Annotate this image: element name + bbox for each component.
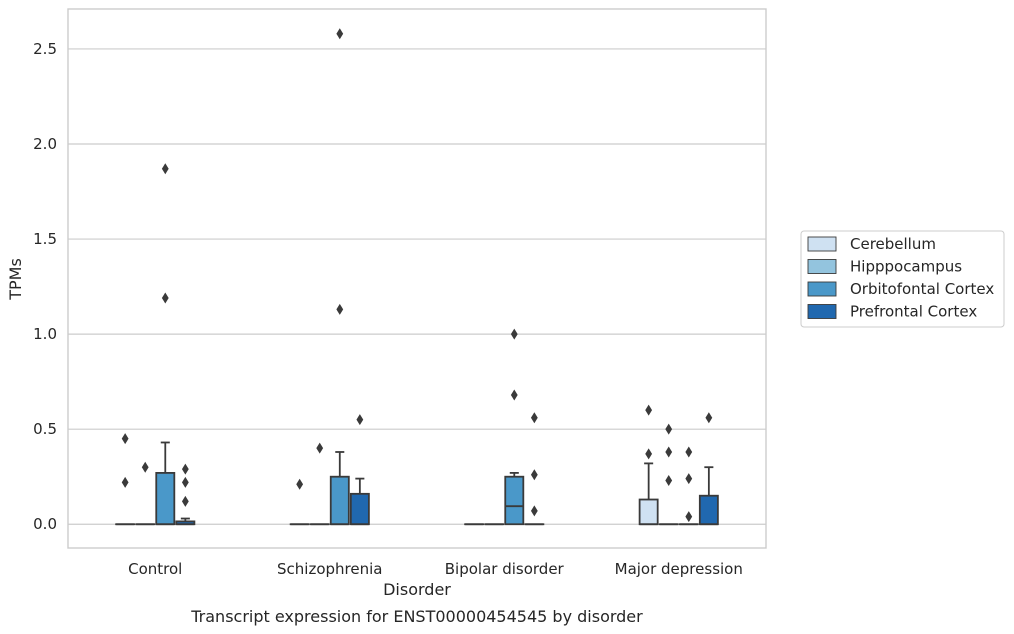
box-body: [155, 472, 176, 526]
outlier-marker: [336, 303, 344, 315]
outlier-marker: [530, 412, 538, 424]
outlier-marker: [685, 473, 693, 485]
outlier-marker: [685, 446, 693, 458]
box-glyph: [289, 478, 310, 526]
outlier-marker: [645, 448, 653, 460]
legend-swatch: [807, 281, 837, 297]
y-tick-label: 2.5: [33, 40, 57, 58]
y-tick-label: 0.5: [33, 420, 57, 438]
box-series: [155, 28, 699, 526]
x-tick-label: Major depression: [615, 560, 743, 578]
y-gridlines: [68, 48, 766, 525]
box-body: [504, 475, 525, 526]
y-tick-label: 0.0: [33, 515, 57, 533]
legend-label: Hipppocampus: [850, 258, 962, 276]
y-axis-tick-labels: 0.0 0.5 1.0 1.5 2.0 2.5: [33, 40, 57, 533]
box-glyph: [115, 433, 136, 526]
outlier-marker: [530, 505, 538, 517]
outlier-marker: [530, 469, 538, 481]
box-glyph: [504, 328, 525, 526]
box-body: [349, 492, 370, 526]
outlier-marker: [181, 463, 189, 475]
box-glyph: [155, 163, 176, 526]
plot-area-frame: [67, 8, 767, 549]
box-glyph: [329, 28, 350, 526]
box-glyph: [175, 463, 196, 526]
y-tick-label: 1.5: [33, 230, 57, 248]
outlier-marker: [645, 404, 653, 416]
outlier-marker: [296, 478, 304, 490]
outlier-marker: [705, 412, 713, 424]
box-series: [135, 423, 679, 526]
x-tick-label: Control: [128, 560, 182, 578]
outlier-marker: [161, 163, 169, 175]
chart-caption: Transcript expression for ENST0000045454…: [190, 607, 643, 626]
legend: Cerebellum Hipppocampus Orbitofontal Corte…: [800, 230, 1005, 328]
box-glyph: [698, 412, 719, 526]
outlier-marker: [356, 414, 364, 426]
outlier-marker: [181, 495, 189, 507]
outlier-marker: [121, 433, 129, 445]
box-glyph: [524, 412, 545, 526]
outlier-marker: [510, 389, 518, 401]
box-series-group: [115, 28, 719, 526]
outlier-marker: [665, 475, 673, 487]
outlier-marker: [665, 423, 673, 435]
box-series: [115, 404, 659, 526]
legend-label: Orbitofontal Cortex: [850, 280, 994, 298]
box-body: [698, 494, 719, 526]
x-axis-title: Disorder: [383, 580, 451, 599]
box-glyph: [678, 446, 699, 526]
legend-label: Cerebellum: [850, 235, 936, 253]
box-glyph: [349, 414, 370, 526]
outlier-marker: [121, 476, 129, 488]
x-tick-label: Bipolar disorder: [445, 560, 565, 578]
legend-swatch: [807, 236, 837, 252]
box-glyph: [309, 442, 330, 526]
x-axis-tick-labels: Control Schizophrenia Bipolar disorder Majo…: [128, 560, 743, 578]
y-tick-label: 1.0: [33, 325, 57, 343]
legend-swatch: [807, 304, 837, 319]
box-body: [638, 498, 659, 526]
legend-swatch: [807, 259, 837, 274]
outlier-marker: [316, 442, 324, 454]
outlier-marker: [665, 446, 673, 458]
box-glyph: [638, 404, 659, 526]
y-tick-label: 2.0: [33, 135, 57, 153]
outlier-marker: [510, 328, 518, 340]
x-tick-label: Schizophrenia: [277, 560, 382, 578]
outlier-marker: [161, 292, 169, 304]
outlier-marker: [685, 511, 693, 523]
box-series: [175, 412, 719, 526]
legend-label: Prefrontal Cortex: [850, 303, 977, 321]
box-body: [329, 475, 350, 526]
legend-frame: [800, 230, 1005, 328]
outlier-marker: [336, 28, 344, 40]
box-glyph: [135, 461, 156, 526]
y-axis-title: TPMs: [6, 258, 25, 301]
outlier-marker: [181, 476, 189, 488]
box-glyph: [658, 423, 679, 526]
outlier-marker: [141, 461, 149, 473]
